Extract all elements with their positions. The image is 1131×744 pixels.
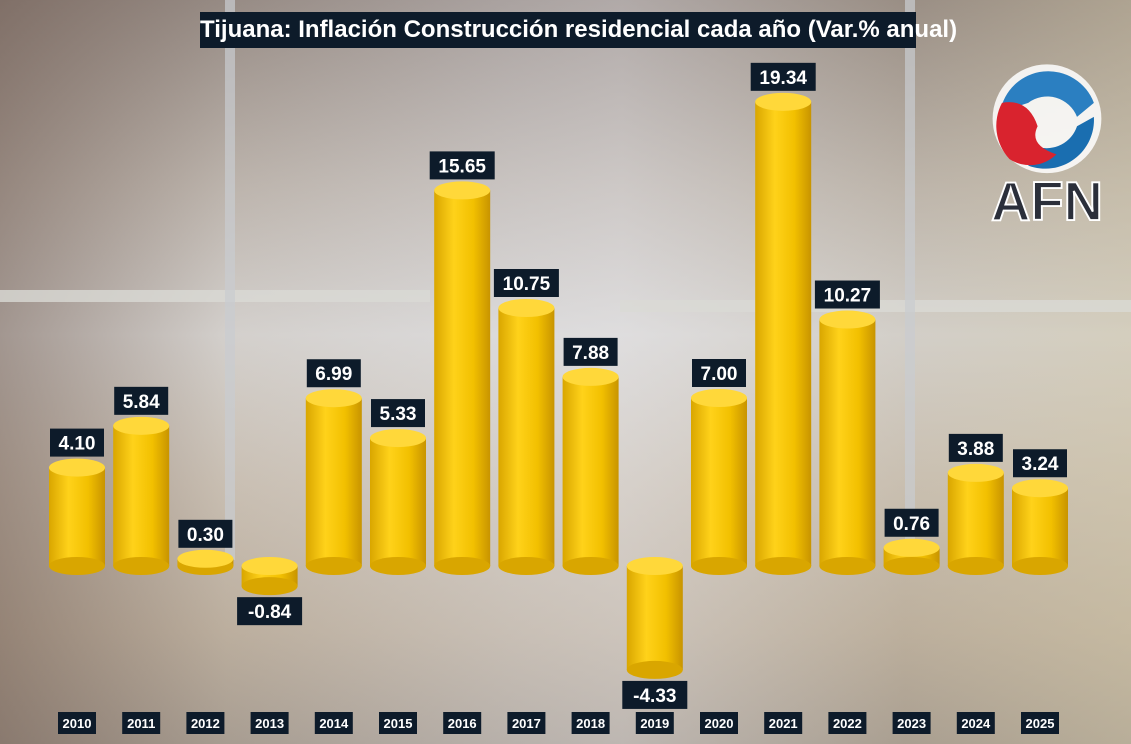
- bar-2018: [562, 367, 619, 575]
- value-label: 6.99: [315, 364, 352, 385]
- x-tick-label: 2025: [1026, 716, 1055, 731]
- value-label-bg: [178, 519, 233, 548]
- bar-2021: [755, 92, 812, 575]
- bar-2011: [113, 416, 170, 575]
- bar-2022: [819, 310, 876, 575]
- value-label: 0.76: [893, 514, 930, 535]
- bar-2010: [49, 458, 105, 575]
- year-label-bg: [314, 712, 353, 734]
- year-label-bg: [379, 712, 417, 734]
- x-tick-label: 2017: [512, 716, 541, 731]
- value-label-bg: [884, 508, 939, 537]
- value-label-bg: [114, 386, 169, 415]
- value-label: 3.88: [957, 439, 994, 460]
- bar-2014: [305, 389, 362, 575]
- x-tick-label: 2023: [897, 716, 926, 731]
- year-label-bg: [507, 712, 546, 734]
- bar-2019: [626, 557, 683, 679]
- bar-2024: [947, 463, 1004, 575]
- x-tick-label: 2018: [576, 716, 605, 731]
- year-label-bg: [1021, 712, 1059, 734]
- value-label: 5.33: [380, 404, 417, 425]
- x-tick-label: 2010: [63, 716, 92, 731]
- year-label-bg: [700, 712, 738, 734]
- value-label: 15.65: [438, 156, 486, 177]
- value-label-bg: [50, 428, 104, 457]
- year-label-bg: [635, 712, 674, 734]
- year-label-bg: [122, 712, 161, 734]
- bar-2025: [1012, 479, 1068, 575]
- x-tick-label: 2024: [961, 716, 991, 731]
- year-label-bg: [892, 712, 931, 734]
- year-label-bg: [58, 712, 96, 734]
- bar-2015: [370, 429, 426, 575]
- bar-2013: [241, 557, 298, 596]
- value-label: 7.88: [572, 343, 609, 364]
- value-label-bg: [814, 280, 880, 309]
- year-label-bg: [571, 712, 610, 734]
- background-shelf: [0, 290, 430, 302]
- value-label-bg: [371, 399, 425, 428]
- chart-title: Tijuana: Inflación Construcción residenc…: [200, 12, 957, 48]
- value-label-bg: [563, 337, 618, 366]
- year-label-bg: [764, 712, 803, 734]
- bar-2017: [498, 299, 555, 575]
- x-tick-label: 2020: [705, 716, 734, 731]
- x-tick-label: 2012: [191, 716, 220, 731]
- value-label: 10.75: [503, 274, 551, 295]
- x-tick-label: 2014: [319, 716, 349, 731]
- year-label-bg: [250, 712, 289, 734]
- value-label: 10.27: [824, 286, 872, 307]
- year-label-bg: [828, 712, 867, 734]
- value-label: 0.30: [187, 525, 224, 546]
- bar-2012: [177, 549, 234, 575]
- bar-2016: [434, 181, 491, 575]
- value-label: 19.34: [759, 68, 807, 89]
- value-label: 5.84: [123, 392, 160, 413]
- afn-logo: AFN: [990, 64, 1104, 230]
- x-tick-label: 2021: [769, 716, 798, 731]
- year-label-bg: [186, 712, 225, 734]
- year-label-bg: [956, 712, 995, 734]
- value-label: 4.10: [59, 434, 96, 455]
- bar-2023: [883, 538, 940, 575]
- logo-text: AFN: [991, 171, 1103, 230]
- value-label-bg: [622, 680, 688, 709]
- value-label-bg: [429, 151, 495, 180]
- value-label: 7.00: [701, 364, 738, 385]
- x-tick-label: 2013: [255, 716, 284, 731]
- x-tick-label: 2016: [448, 716, 477, 731]
- value-label-bg: [948, 433, 1003, 462]
- value-label: -4.33: [633, 686, 676, 707]
- bar-2020: [691, 389, 747, 575]
- value-label: 3.24: [1022, 454, 1059, 475]
- background-post: [225, 0, 235, 560]
- value-label-bg: [237, 597, 303, 626]
- value-label-bg: [692, 359, 746, 387]
- x-tick-label: 2019: [640, 716, 669, 731]
- value-label: -0.84: [248, 602, 292, 623]
- x-tick-label: 2011: [127, 716, 155, 731]
- value-label-bg: [750, 62, 816, 91]
- value-label-bg: [493, 269, 559, 297]
- year-label-bg: [443, 712, 482, 734]
- value-label-bg: [1013, 449, 1067, 478]
- x-tick-label: 2015: [384, 716, 413, 731]
- background-post: [905, 0, 915, 560]
- x-tick-label: 2022: [833, 716, 862, 731]
- value-label-bg: [306, 359, 361, 388]
